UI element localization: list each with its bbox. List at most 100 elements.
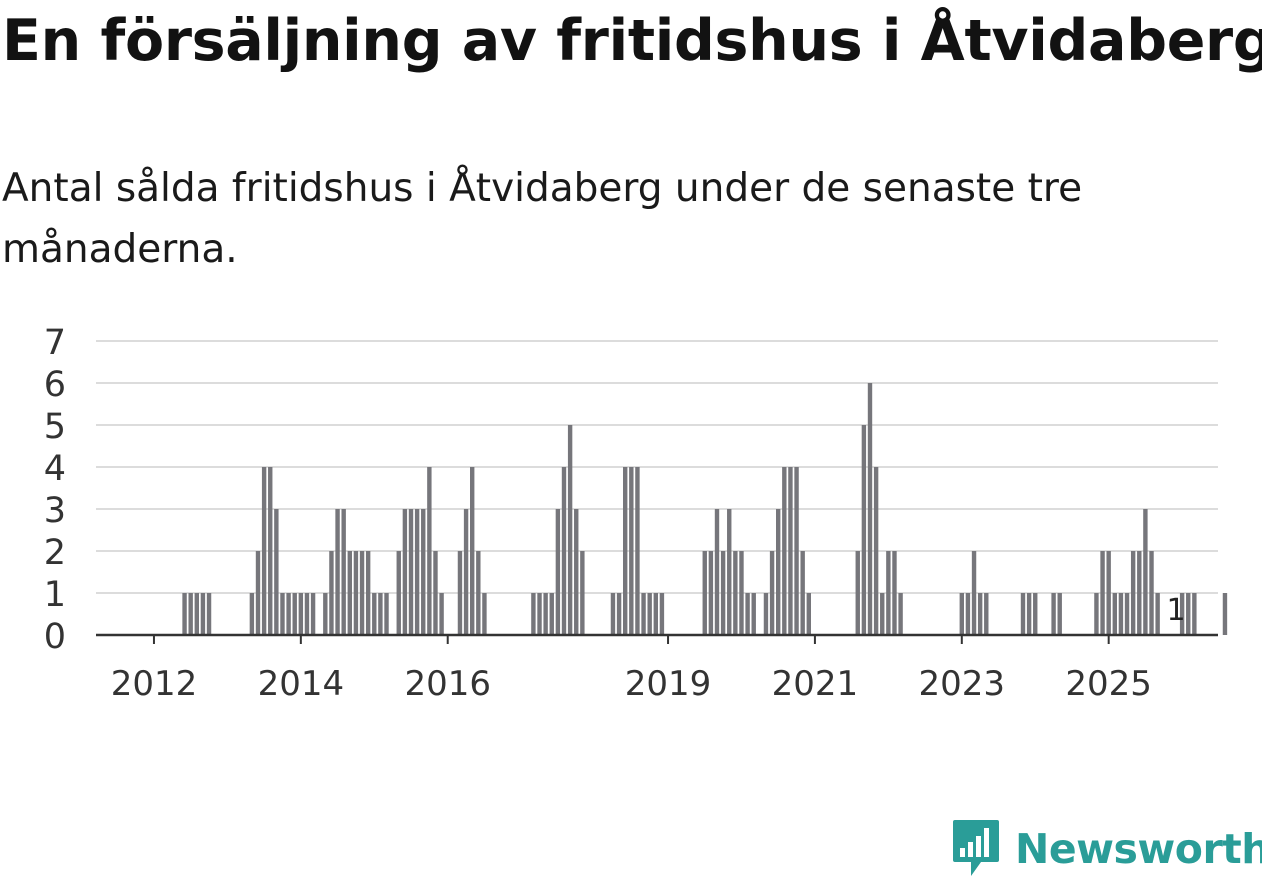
bar (310, 593, 316, 635)
axes (96, 633, 1218, 644)
bar (335, 509, 340, 635)
bar (763, 593, 769, 635)
bar (580, 551, 585, 635)
bar (769, 551, 775, 635)
bar (188, 593, 193, 635)
chart-title: En försäljning av fritidshus i Åtvidaber… (2, 8, 1262, 74)
bar (1124, 593, 1130, 635)
bar (194, 593, 199, 635)
bar (249, 593, 255, 635)
bar (1137, 551, 1142, 635)
bar (776, 509, 781, 635)
bar (971, 551, 977, 635)
bar (427, 467, 432, 635)
bar (365, 551, 371, 635)
bar (182, 593, 187, 635)
bar (659, 593, 665, 635)
bar (641, 593, 646, 635)
y-tick-label: 7 (44, 323, 66, 363)
bar (733, 551, 738, 635)
bar (531, 593, 536, 635)
x-tick-label: 2021 (772, 664, 859, 704)
chart-subtitle: Antal sålda fritidshus i Åtvidaberg unde… (2, 166, 1083, 272)
bar (372, 593, 377, 635)
bar (959, 593, 964, 635)
bar (794, 467, 799, 635)
bar (274, 509, 279, 635)
brand-name: Newsworthy (1015, 825, 1262, 873)
bar (439, 593, 444, 635)
bar (408, 509, 414, 635)
bar (402, 509, 408, 635)
bar (1222, 593, 1228, 635)
data-label: 1 (1166, 593, 1185, 628)
bar (880, 593, 885, 635)
x-tick-label: 2012 (111, 664, 198, 704)
bar (1118, 593, 1124, 635)
bar (353, 551, 359, 635)
bar (261, 467, 267, 635)
bar (561, 467, 567, 635)
bar (873, 467, 879, 635)
bar (1155, 593, 1160, 635)
bar (414, 509, 420, 635)
bar (1057, 593, 1062, 635)
bar (745, 593, 750, 635)
bar (286, 593, 291, 635)
bars (182, 383, 1228, 635)
y-tick-label: 2 (44, 533, 66, 573)
bar (616, 593, 622, 635)
bar (1186, 593, 1191, 635)
bar (341, 509, 346, 635)
bar (574, 509, 579, 635)
y-tick-label: 5 (44, 407, 66, 447)
bar (1026, 593, 1032, 635)
bar (739, 551, 744, 635)
y-tick-label: 3 (44, 491, 66, 531)
y-tick-label: 1 (44, 575, 66, 615)
bar (1051, 593, 1056, 635)
bar (347, 551, 352, 635)
bar (433, 551, 438, 635)
bar (329, 551, 334, 635)
bar (1179, 593, 1185, 635)
bar (977, 593, 983, 635)
bar (635, 467, 640, 635)
bar (378, 593, 383, 635)
bar (280, 593, 285, 635)
bar (965, 593, 971, 635)
bar (647, 593, 652, 635)
x-tick-label: 2019 (625, 664, 712, 704)
bar (555, 509, 561, 635)
bar (892, 551, 897, 635)
bar (720, 551, 726, 635)
bar (751, 593, 756, 635)
bar (255, 551, 261, 635)
bar (1020, 593, 1026, 635)
bar (1192, 593, 1197, 635)
bar (898, 593, 903, 635)
bar (463, 509, 469, 635)
y-tick-label: 6 (44, 365, 66, 405)
bar (653, 593, 658, 635)
bar (567, 425, 573, 635)
bar (549, 593, 554, 635)
bar (1100, 551, 1105, 635)
bar (782, 467, 787, 635)
bar (788, 467, 793, 635)
bar (421, 509, 426, 635)
bar (292, 593, 297, 635)
bar (482, 593, 487, 635)
bar (855, 551, 860, 635)
bar (610, 593, 616, 635)
bar (629, 467, 634, 635)
bar (1106, 551, 1111, 635)
bar (806, 593, 811, 635)
bar (304, 593, 310, 635)
x-tick-label: 2025 (1065, 664, 1152, 704)
bar (727, 509, 732, 635)
bar (298, 593, 304, 635)
bar-chart-speech-bubble-icon (953, 820, 999, 876)
